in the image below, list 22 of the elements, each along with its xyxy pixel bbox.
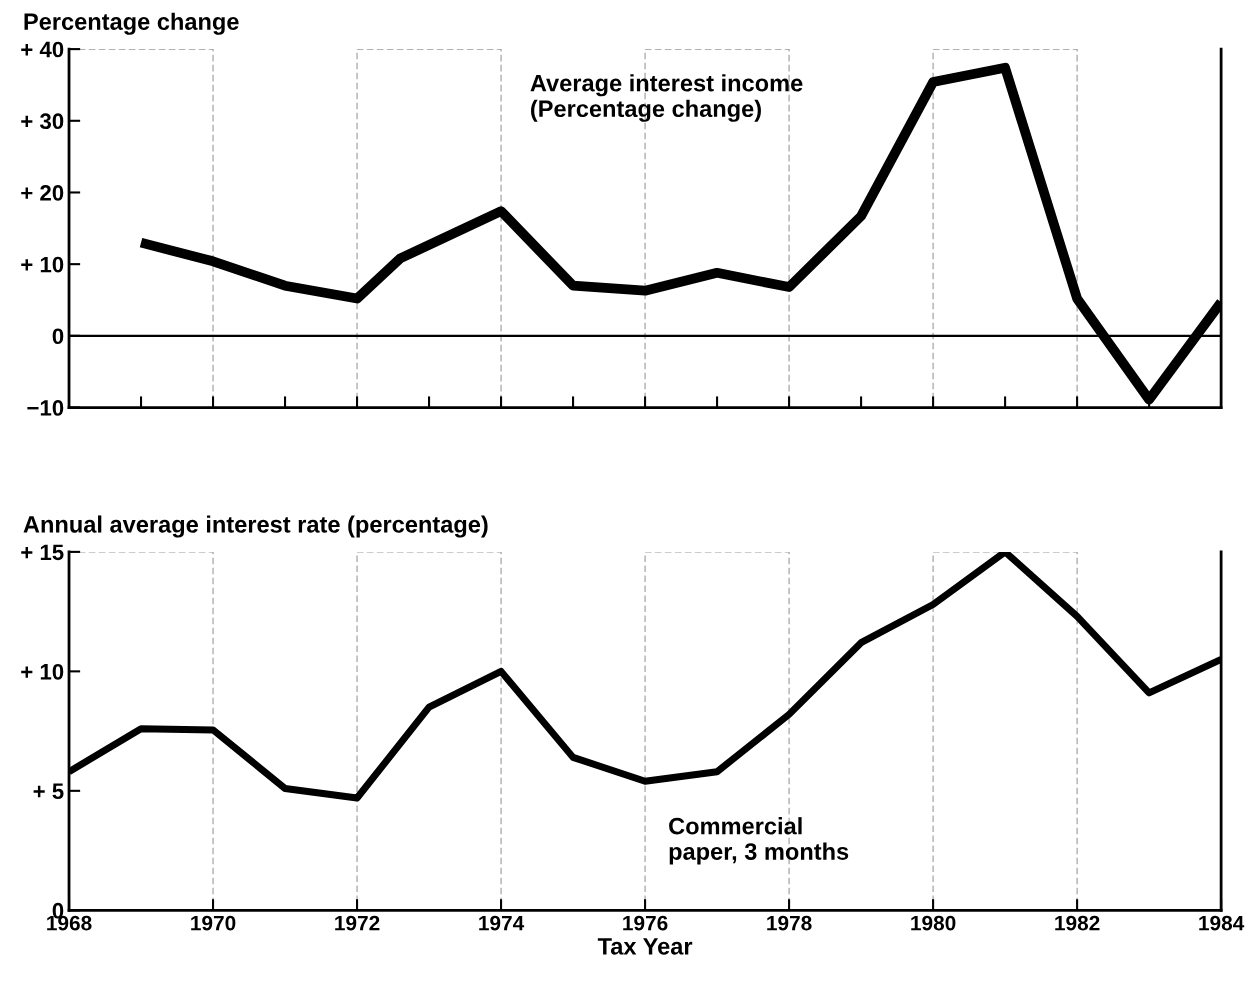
y-tick-label: + 10 [21,663,64,680]
y-axis-title: Percentage change [24,12,239,35]
x-tick-label: 1976 [623,915,668,931]
y-tick-label: + 15 [21,544,64,561]
x-axis-title: Tax Year [597,938,693,955]
y-tick-label: + 5 [33,783,64,800]
y-axis-title: Annual average interest rate (percentage) [23,515,488,538]
x-tick-label: 1978 [767,915,812,931]
x-tick-label: 1972 [335,915,380,931]
y-tick-label: −10 [27,400,64,416]
y-tick-label: + 40 [21,41,64,58]
x-tick-label: 1970 [191,915,236,931]
x-tick-label: 1980 [911,915,956,931]
y-tick-label: + 20 [21,185,64,201]
y-tick-label: + 10 [21,256,64,273]
series-label: Commercial paper, 3 months [669,817,849,865]
x-tick-label: 1974 [479,915,525,931]
x-tick-label: 1984 [1199,915,1245,931]
y-tick-label: 0 [52,328,64,345]
y-tick-label: + 30 [21,113,64,130]
text: Average interest income (Percentage change) [530,74,803,122]
x-tick-label: 1982 [1055,915,1100,931]
